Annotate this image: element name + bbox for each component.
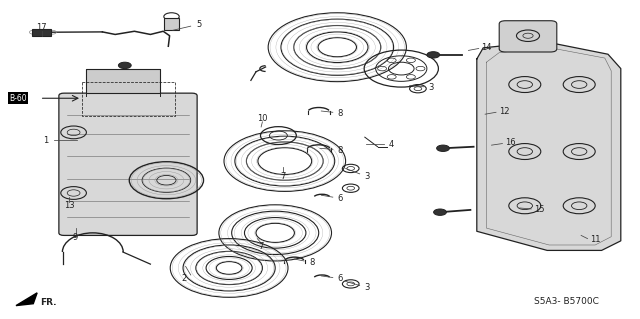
Text: 8: 8 xyxy=(338,109,343,118)
Text: 6: 6 xyxy=(338,274,343,283)
Text: 10: 10 xyxy=(257,114,268,122)
Circle shape xyxy=(436,145,449,152)
Text: B-60: B-60 xyxy=(9,94,27,103)
FancyBboxPatch shape xyxy=(499,21,557,52)
Text: 4: 4 xyxy=(389,140,394,149)
Text: 16: 16 xyxy=(505,138,515,147)
FancyBboxPatch shape xyxy=(59,93,197,235)
Text: 14: 14 xyxy=(481,43,492,52)
Text: 11: 11 xyxy=(590,235,600,244)
Text: 1: 1 xyxy=(44,136,49,145)
Text: 7: 7 xyxy=(259,242,264,251)
Circle shape xyxy=(118,62,131,69)
Text: 8: 8 xyxy=(309,258,314,267)
Text: 17: 17 xyxy=(36,23,47,32)
Bar xyxy=(164,18,179,30)
Text: 7: 7 xyxy=(280,172,285,181)
Circle shape xyxy=(427,52,440,58)
Polygon shape xyxy=(16,293,37,306)
Bar xyxy=(82,82,175,116)
Polygon shape xyxy=(477,41,621,250)
Text: 5: 5 xyxy=(196,20,202,29)
Text: S5A3- B5700C: S5A3- B5700C xyxy=(534,297,599,306)
Text: 8: 8 xyxy=(338,146,343,155)
Bar xyxy=(32,29,51,36)
Text: 15: 15 xyxy=(534,205,544,214)
Circle shape xyxy=(434,209,447,215)
Text: 6: 6 xyxy=(338,194,343,203)
Text: 3: 3 xyxy=(364,283,369,292)
Text: 13: 13 xyxy=(64,201,74,210)
Text: FR.: FR. xyxy=(40,298,56,307)
Text: 2: 2 xyxy=(182,274,187,283)
Text: 3: 3 xyxy=(428,83,433,92)
Text: 9: 9 xyxy=(73,233,78,242)
Bar xyxy=(86,69,160,93)
Text: 3: 3 xyxy=(364,172,369,181)
Text: 12: 12 xyxy=(499,107,509,115)
